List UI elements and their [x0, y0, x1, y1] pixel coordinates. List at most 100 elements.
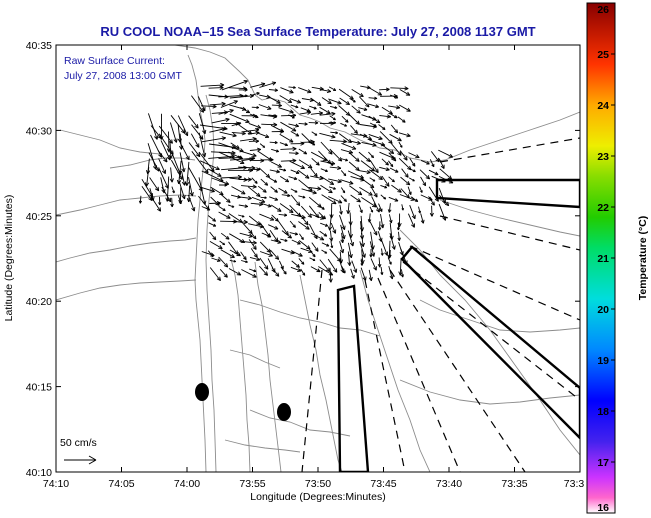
- dashed-line-8: [301, 269, 323, 472]
- current-vector-head: [349, 183, 354, 185]
- y-tick-label: 40:10: [26, 467, 52, 479]
- current-vector-head: [225, 273, 228, 278]
- current-vector-head: [378, 238, 382, 242]
- current-vector-head: [313, 174, 318, 178]
- current-vector-head: [434, 198, 439, 202]
- current-vector-head: [244, 204, 249, 207]
- current-vector: [219, 131, 237, 137]
- current-vector: [200, 84, 225, 87]
- current-vector-head: [395, 198, 399, 202]
- current-vector: [298, 122, 308, 125]
- current-vector: [249, 256, 260, 261]
- current-vector-head: [255, 130, 260, 133]
- current-vector-head: [237, 174, 242, 178]
- current-vector-head: [287, 231, 289, 236]
- current-vector-head: [313, 258, 316, 261]
- current-vector: [351, 105, 361, 114]
- current-vector-head: [364, 253, 366, 258]
- current-vector: [359, 241, 366, 258]
- current-vector: [200, 186, 215, 193]
- current-vector-head: [271, 81, 276, 83]
- current-vector-head: [219, 85, 224, 89]
- current-vector-head: [368, 219, 372, 223]
- current-vector: [360, 160, 375, 172]
- current-vector-head: [370, 254, 373, 258]
- dashed-line-1: [439, 137, 580, 163]
- current-vector: [327, 258, 338, 273]
- current-vector-head: [419, 210, 422, 214]
- current-vector-head: [195, 154, 201, 158]
- current-vector: [370, 231, 374, 250]
- current-vector: [200, 105, 217, 108]
- current-vector-head: [381, 272, 384, 275]
- current-vector-head: [385, 169, 390, 172]
- current-vector-head: [447, 201, 450, 206]
- current-vector-head: [225, 181, 230, 185]
- current-vector-head: [255, 139, 260, 142]
- current-vector-head: [231, 150, 236, 154]
- current-vector-head: [398, 137, 402, 142]
- current-vector: [339, 241, 344, 254]
- current-vector-head: [397, 153, 402, 156]
- current-vector: [360, 215, 363, 232]
- current-vector-head: [301, 217, 306, 220]
- river-mouth-2: [59, 129, 161, 155]
- current-vector-head: [379, 135, 383, 140]
- current-vector-head: [264, 188, 267, 193]
- current-vector: [311, 86, 324, 90]
- current-vector-head: [206, 169, 209, 174]
- surface-current-vectors: [138, 79, 454, 283]
- current-vector-head: [345, 103, 350, 106]
- current-vector: [268, 114, 278, 117]
- current-vector: [369, 221, 378, 236]
- current-vector-head: [277, 255, 280, 260]
- solid-box-3: [336, 284, 370, 472]
- current-vector: [290, 169, 300, 174]
- current-vector-head: [322, 206, 325, 210]
- current-vector-head: [255, 140, 260, 144]
- current-vector-head: [261, 82, 266, 85]
- current-vector-head: [337, 159, 342, 162]
- current-vector-head: [307, 245, 311, 250]
- current-vector: [290, 188, 298, 193]
- current-vector-head: [212, 106, 217, 109]
- current-vector-head: [338, 100, 342, 104]
- current-vector-head: [325, 269, 330, 273]
- current-vector-head: [244, 88, 248, 91]
- current-vector-head: [316, 104, 322, 106]
- current-vector: [288, 176, 298, 180]
- current-vector: [270, 186, 278, 193]
- current-vector-head: [395, 95, 399, 99]
- current-vector: [341, 115, 349, 123]
- current-vector-head: [368, 277, 372, 282]
- current-vector: [338, 133, 352, 143]
- current-vector: [207, 168, 222, 177]
- current-vector: [329, 214, 332, 231]
- current-vector: [269, 230, 279, 242]
- current-vector-head: [253, 255, 258, 258]
- current-vector-head: [389, 275, 393, 280]
- current-vector: [279, 203, 294, 213]
- current-vector-head: [258, 221, 261, 226]
- current-vector-head: [244, 80, 248, 85]
- current-vector-head: [373, 252, 376, 257]
- current-vector: [259, 257, 269, 270]
- current-vector: [209, 128, 226, 133]
- current-vector-head: [289, 234, 293, 239]
- colorbar-tick-label: 25: [597, 49, 609, 61]
- current-vector: [248, 239, 257, 250]
- current-vector-head: [252, 184, 257, 188]
- current-vector-head: [426, 161, 430, 165]
- current-vector-head: [315, 163, 320, 166]
- current-vector: [320, 168, 328, 172]
- current-vector-head: [298, 268, 302, 272]
- current-vector: [298, 87, 312, 93]
- current-vector-head: [342, 239, 345, 243]
- current-vector-head: [245, 256, 247, 260]
- current-vector-head: [277, 210, 282, 212]
- current-vector-head: [277, 99, 281, 104]
- current-vector: [150, 134, 163, 158]
- current-vector: [389, 249, 391, 258]
- current-vector-head: [176, 179, 180, 184]
- current-vector-head: [257, 147, 261, 150]
